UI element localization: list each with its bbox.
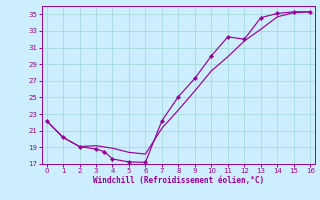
X-axis label: Windchill (Refroidissement éolien,°C): Windchill (Refroidissement éolien,°C) (93, 176, 264, 185)
